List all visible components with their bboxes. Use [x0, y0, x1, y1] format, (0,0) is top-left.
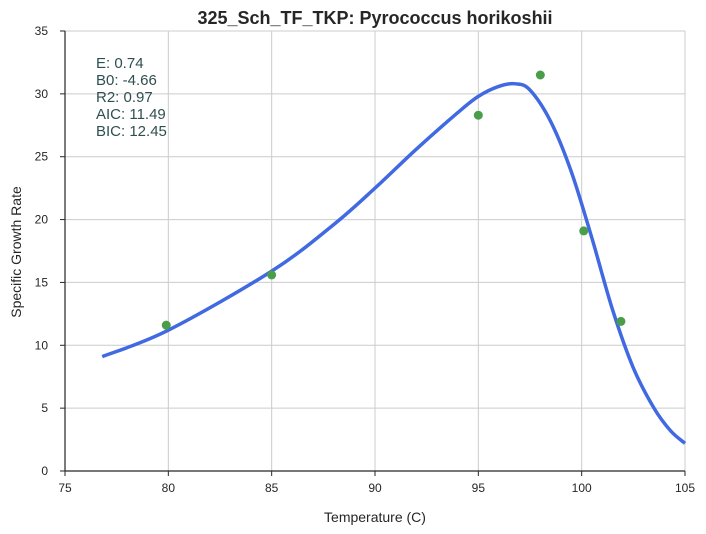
data-point: [473, 110, 483, 120]
fit-curve: [101, 81, 687, 445]
x-tick-label: 75: [58, 481, 72, 495]
y-tick-label: 0: [41, 464, 48, 478]
x-tick-label: 105: [675, 481, 695, 495]
x-tick-label: 80: [162, 481, 176, 495]
data-point: [535, 70, 545, 80]
y-tick-label: 25: [35, 150, 49, 164]
axes: [60, 30, 686, 476]
y-tick-label: 20: [35, 213, 49, 227]
fit-statistic-line: E: 0.74: [96, 55, 144, 72]
chart-title: 325_Sch_TF_TKP: Pyrococcus horikoshii: [197, 8, 552, 28]
data-point: [267, 270, 277, 280]
y-tick-labels: 0 5 10 15 20 25 30 35: [35, 24, 49, 478]
x-axis-label: Temperature (C): [324, 509, 426, 525]
x-tick-labels: 75 80 85 90 95 100 105: [58, 481, 695, 495]
x-tick-label: 100: [572, 481, 592, 495]
y-tick-label: 10: [35, 338, 49, 352]
fit-statistic-line: BIC: 12.45: [96, 123, 167, 140]
data-points: [161, 70, 626, 330]
y-tick-label: 15: [35, 275, 49, 289]
fit-statistic-line: R2: 0.97: [96, 89, 153, 106]
x-tick-label: 85: [265, 481, 279, 495]
data-point: [161, 320, 171, 330]
fit-statistic-line: AIC: 11.49: [96, 106, 166, 123]
y-tick-label: 30: [35, 87, 49, 101]
grid: [65, 30, 686, 471]
y-axis-label: Specific Growth Rate: [8, 186, 24, 318]
data-point: [579, 226, 589, 236]
fit-statistic-line: B0: -4.66: [96, 72, 157, 89]
y-tick-label: 5: [41, 401, 48, 415]
x-tick-label: 90: [368, 481, 382, 495]
data-point: [616, 316, 626, 326]
y-tick-label: 35: [35, 24, 49, 38]
x-tick-label: 95: [472, 481, 486, 495]
